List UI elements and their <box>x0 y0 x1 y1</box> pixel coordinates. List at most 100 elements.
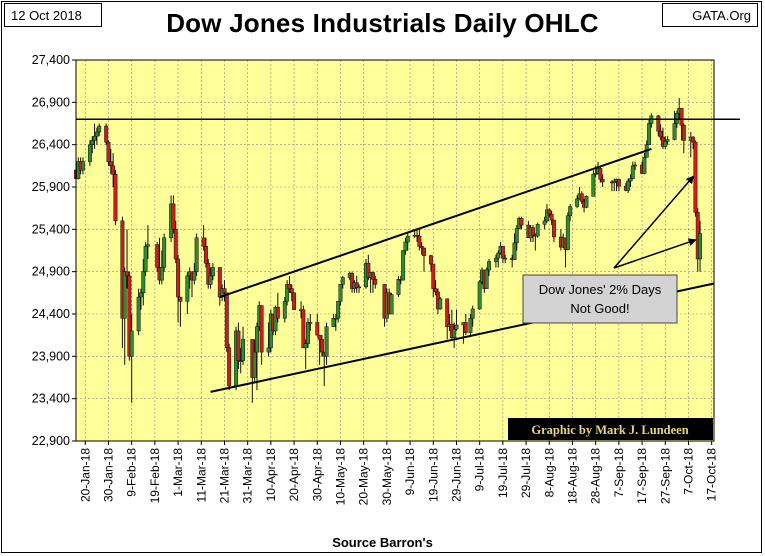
y-tick-label: 22,900 <box>32 434 70 448</box>
x-tick-label: 27-Sep-18 <box>658 448 672 504</box>
candle <box>141 258 146 306</box>
candle-body <box>656 115 661 132</box>
candle <box>303 339 308 370</box>
credit-box <box>508 418 713 440</box>
candle-body <box>514 228 519 244</box>
candle <box>122 267 127 365</box>
candle-body <box>616 179 621 187</box>
annotation-box <box>522 274 678 324</box>
candle-body <box>591 174 596 197</box>
candle-body <box>122 271 127 319</box>
candle-body <box>104 125 109 143</box>
candle <box>431 263 436 298</box>
candle <box>308 314 313 331</box>
candle-body <box>139 292 143 298</box>
candle-body <box>415 235 419 237</box>
candle <box>206 258 211 289</box>
candle <box>403 237 408 255</box>
candle-body <box>693 141 698 213</box>
candle <box>336 301 341 323</box>
candle <box>315 314 320 336</box>
candle-body <box>331 317 336 327</box>
candle-body <box>463 322 468 333</box>
candle-body <box>698 233 703 260</box>
candles <box>74 98 703 403</box>
x-tick-label: 20-Jan-18 <box>78 448 92 502</box>
candle-body <box>535 224 540 237</box>
candle <box>255 322 259 391</box>
candle-body <box>401 250 406 281</box>
candle-body <box>542 220 547 225</box>
trend-line <box>219 147 652 299</box>
candle <box>306 318 310 348</box>
candle <box>354 275 359 293</box>
candle-body <box>366 262 371 278</box>
candle <box>127 271 132 361</box>
candle <box>598 165 603 183</box>
candle-body <box>658 130 663 138</box>
candle-body <box>194 237 199 272</box>
candle <box>129 314 134 403</box>
candle <box>512 233 517 261</box>
candle <box>81 157 85 175</box>
candle-body <box>340 277 345 285</box>
x-tick-label: 31-Mar-18 <box>241 448 255 504</box>
candle <box>155 242 160 272</box>
candle-body <box>405 235 410 243</box>
candle-body <box>208 275 213 285</box>
candle <box>173 220 178 264</box>
candle-body <box>679 108 684 126</box>
x-tick-label: 19-Feb-18 <box>148 448 162 504</box>
x-tick-label: 19-Jul-18 <box>496 448 510 498</box>
x-tick-label: 19-Jun-18 <box>426 448 440 502</box>
candle <box>139 288 143 310</box>
candle-body <box>547 209 552 215</box>
candle-body <box>206 262 211 285</box>
candle <box>633 161 638 171</box>
candle-body <box>579 193 584 202</box>
y-tick-label: 25,400 <box>32 222 70 236</box>
candle <box>275 292 280 323</box>
candle <box>317 334 322 365</box>
candle-body <box>357 286 361 289</box>
candle <box>422 247 426 272</box>
candle-body <box>273 306 278 332</box>
candle <box>415 229 419 243</box>
candle <box>319 335 324 357</box>
candle <box>289 284 294 302</box>
candle <box>584 195 589 209</box>
candle <box>575 195 580 209</box>
candle <box>92 123 97 149</box>
candle <box>500 246 505 264</box>
candle <box>373 275 378 289</box>
candle <box>287 275 292 293</box>
candle-body <box>584 196 589 208</box>
candle-body <box>259 305 264 353</box>
candle <box>396 275 401 298</box>
credit-text: Graphic by Mark J. Lundeen <box>531 423 688 437</box>
candle-body <box>301 309 306 349</box>
candle <box>125 229 129 289</box>
x-tick-label: 20-May-18 <box>357 448 371 506</box>
candle <box>222 280 227 302</box>
candle-body <box>612 180 617 184</box>
candle-body <box>350 273 355 289</box>
x-axis: 20-Jan-18 30-Jan-18 9-Feb-18 19-Feb-18 1-Mar… <box>78 441 719 506</box>
candle-body <box>266 347 271 353</box>
candle-body <box>275 306 280 319</box>
candle-body <box>317 334 322 340</box>
candle <box>493 254 498 268</box>
candle-body <box>630 165 635 179</box>
candle <box>111 153 116 187</box>
candle-body <box>227 347 232 387</box>
candle-body <box>87 144 92 162</box>
candle-body <box>487 261 491 271</box>
candle-body <box>468 317 473 333</box>
y-tick-label: 24,900 <box>32 265 70 279</box>
candle-body <box>282 301 287 319</box>
candle-body <box>496 252 501 259</box>
candle <box>658 124 663 141</box>
candle-body <box>176 258 181 298</box>
candle-body <box>97 125 102 133</box>
candle-body <box>647 123 651 145</box>
